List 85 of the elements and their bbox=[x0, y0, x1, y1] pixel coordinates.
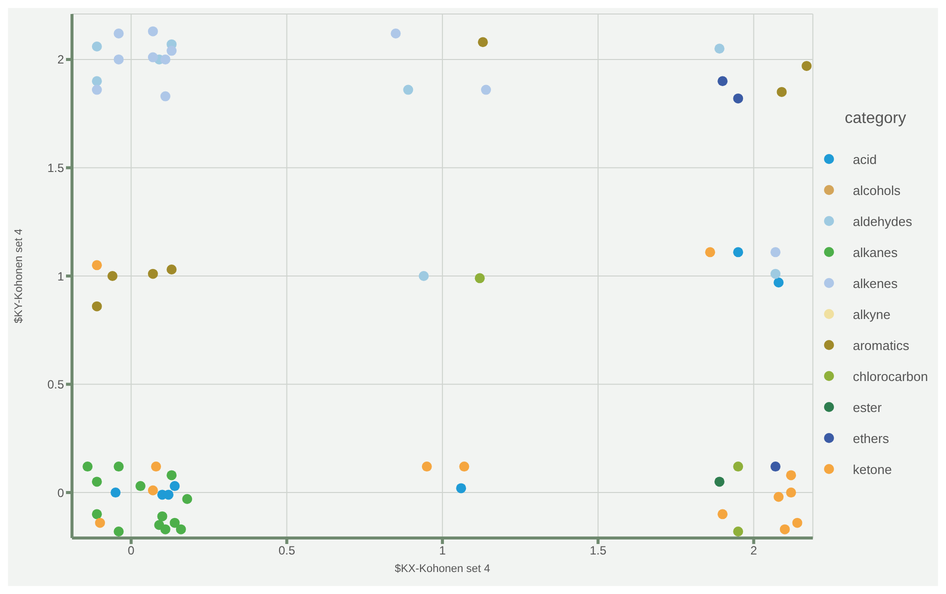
point bbox=[418, 271, 429, 281]
point bbox=[114, 462, 124, 472]
point bbox=[157, 511, 168, 522]
point bbox=[474, 273, 485, 284]
point bbox=[148, 268, 158, 279]
point bbox=[733, 247, 744, 258]
point bbox=[107, 271, 118, 281]
legend-label: aromatics bbox=[852, 338, 910, 352]
point bbox=[110, 488, 121, 498]
point bbox=[456, 483, 466, 494]
x-tick-label: 2 bbox=[750, 544, 758, 558]
y-tick-label: 1.5 bbox=[47, 160, 64, 175]
point bbox=[92, 76, 102, 86]
legend-label: ester bbox=[852, 400, 882, 414]
point bbox=[170, 518, 180, 528]
legend-label: alkyne bbox=[852, 306, 890, 322]
point bbox=[733, 526, 744, 537]
point bbox=[148, 52, 158, 62]
point bbox=[160, 524, 170, 534]
point bbox=[714, 44, 724, 54]
point bbox=[182, 494, 192, 504]
point bbox=[92, 509, 102, 520]
point bbox=[166, 264, 177, 275]
point bbox=[770, 462, 780, 472]
point bbox=[780, 524, 790, 534]
point bbox=[478, 37, 488, 48]
point bbox=[148, 26, 158, 36]
point bbox=[718, 76, 728, 86]
point bbox=[114, 526, 124, 537]
point bbox=[92, 301, 102, 312]
point bbox=[390, 28, 401, 38]
legend-label: alkanes bbox=[852, 244, 898, 260]
point bbox=[92, 84, 102, 95]
point bbox=[82, 462, 93, 472]
point bbox=[148, 485, 158, 496]
point bbox=[92, 260, 102, 270]
legend-label: acid bbox=[852, 152, 877, 166]
point bbox=[481, 84, 491, 95]
legend-label: ethers bbox=[852, 430, 889, 446]
legend-label: ketone bbox=[852, 462, 892, 476]
point bbox=[802, 60, 812, 71]
point bbox=[770, 268, 780, 279]
x-tick-label: 0.5 bbox=[278, 544, 296, 558]
y-axis-title: $KY-Kohonen set 4 bbox=[12, 228, 25, 324]
x-tick-label: 1 bbox=[439, 544, 446, 558]
point bbox=[786, 488, 796, 498]
x-tick-label: 0 bbox=[128, 544, 135, 558]
point bbox=[114, 28, 124, 38]
point bbox=[92, 41, 102, 52]
point bbox=[733, 462, 744, 472]
point bbox=[786, 470, 796, 480]
point bbox=[92, 476, 102, 487]
point bbox=[774, 277, 784, 288]
x-tick-label: 1.5 bbox=[590, 544, 607, 558]
point bbox=[714, 476, 724, 487]
legend-label: aldehydes bbox=[852, 214, 912, 228]
legend-label: alkenes bbox=[852, 276, 898, 290]
point bbox=[776, 86, 787, 97]
point bbox=[792, 518, 802, 528]
point bbox=[151, 462, 162, 472]
point bbox=[774, 492, 784, 502]
point bbox=[422, 462, 432, 472]
y-tick-label: 0 bbox=[57, 486, 64, 500]
point bbox=[770, 247, 780, 258]
point bbox=[705, 247, 716, 258]
point bbox=[718, 509, 728, 520]
point bbox=[166, 46, 177, 56]
legend-label: chlorocarbon bbox=[852, 368, 928, 384]
point bbox=[95, 518, 106, 528]
point bbox=[176, 524, 186, 534]
point bbox=[160, 54, 170, 64]
x-axis-title: $KX-Kohonen set 4 bbox=[394, 563, 490, 575]
point bbox=[160, 91, 170, 102]
y-tick-label: 0.5 bbox=[47, 378, 64, 392]
legend-label: alcohols bbox=[852, 182, 901, 198]
point bbox=[114, 54, 124, 64]
point bbox=[403, 84, 414, 95]
point bbox=[170, 481, 180, 492]
point bbox=[135, 481, 146, 492]
legend-title: category bbox=[844, 110, 908, 128]
point bbox=[166, 470, 177, 480]
y-tick-label: 1 bbox=[57, 269, 64, 284]
y-tick-label: 2 bbox=[57, 52, 64, 67]
point bbox=[459, 462, 470, 472]
point bbox=[733, 93, 744, 104]
